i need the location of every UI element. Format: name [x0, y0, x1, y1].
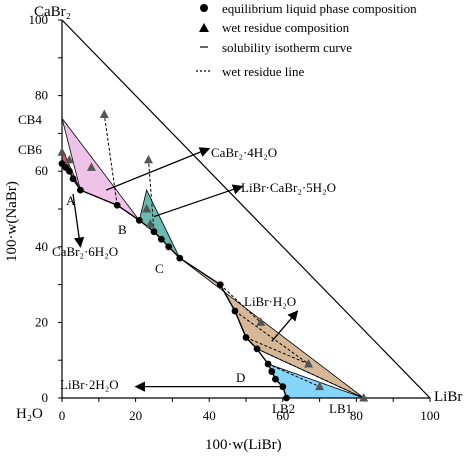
wet-residue-point [64, 154, 74, 164]
arrow-cabr2-6h2o [72, 193, 85, 248]
x-axis-title: 100·w(LiBr) [205, 437, 282, 453]
x-tick-label: 40 [203, 408, 216, 423]
legend-label: wet residue composition [222, 20, 350, 35]
isotherm-line [61, 163, 288, 399]
wet-residue-point [57, 147, 67, 156]
legend: equilibrium liquid phase composition wet… [196, 1, 417, 79]
tick-marks [58, 19, 431, 402]
y-tick-label: 60 [35, 163, 48, 178]
liquid-point [113, 201, 121, 209]
phase-label-libr-cabr2-5h2o: LiBr·CaBr₂·5H₂O [241, 180, 336, 195]
wet-residue-point [99, 109, 109, 118]
wet-residue-point [145, 219, 155, 228]
point-label-a: A [66, 193, 76, 208]
corner-label-bottom-right: LiBr [434, 389, 462, 405]
liquid-point [253, 345, 261, 353]
liquid-point [176, 254, 184, 262]
legend-marker-circle [200, 4, 208, 12]
liquid-point [216, 281, 224, 288]
liquid-point [77, 186, 84, 194]
y-tick-label: 20 [35, 314, 48, 329]
corner-label-top: CaBr₂ [34, 4, 71, 20]
liquid-point [272, 375, 279, 383]
liquid-point [165, 243, 173, 251]
liquid-point [283, 394, 290, 402]
arrow-libr-cabr2-5h2o [153, 184, 244, 218]
point-label-cb6: CB6 [18, 142, 42, 157]
y-tick-label: 40 [35, 239, 48, 254]
point-label-c: C [155, 261, 164, 276]
point-label-lb1: LB1 [329, 401, 352, 416]
wet-residue-point [256, 317, 266, 326]
wet-residue-point [315, 381, 325, 391]
legend-marker-triangle [199, 23, 209, 32]
hypotenuse-line [61, 19, 431, 399]
x-tick-label: 80 [350, 408, 363, 423]
arrow-libr-h2o [271, 310, 299, 342]
wet-residue-point [359, 393, 369, 402]
liquid-point [242, 334, 250, 341]
point-label-b: B [118, 222, 127, 237]
corner-label-bottom-left: H₂O [16, 406, 43, 422]
wet-residue-line [234, 310, 309, 365]
liquid-point [264, 360, 272, 368]
y-axis-title: 100·w(NaBr) [4, 181, 20, 262]
wet-residue-line [219, 284, 262, 323]
legend-label: wet residue line [222, 64, 305, 79]
wet-residue-point [143, 154, 153, 164]
wet-residue-line [103, 114, 118, 206]
liquid-point [69, 175, 77, 183]
solubility-isotherm-curve [61, 163, 288, 399]
wet-residue-point [304, 358, 314, 368]
wet-residue-point [142, 204, 152, 213]
region-libr-h2o [179, 257, 365, 399]
x-tick-label: 0 [59, 408, 66, 423]
x-tick-label: 100 [420, 408, 440, 423]
x-tick-label: 20 [129, 408, 142, 423]
phase-label-cabr2-6h2o: CaBr₂·6H₂O [52, 244, 118, 259]
liquid-point [65, 167, 73, 175]
region-libr-cabr2-5h2o [138, 188, 181, 259]
wet-residue-line [245, 337, 309, 365]
point-label-cb4: CB4 [18, 112, 42, 127]
point-label-lb2: LB2 [272, 401, 295, 416]
liquid-point [150, 228, 158, 236]
liquid-point [231, 307, 239, 315]
data-markers [57, 109, 369, 402]
phase-label-cabr2-4h2o: CaBr₂·4H₂O [211, 145, 277, 160]
phase-label-libr-h2o: LiBr·H₂O [244, 294, 296, 309]
point-label-d: D [236, 370, 245, 385]
wet-residue-line [147, 159, 155, 232]
y-tick-label: 0 [42, 390, 49, 405]
liquid-point [268, 368, 276, 375]
phase-label-libr-2h2o: LiBr·2H₂O [60, 377, 119, 392]
wet-residue-line [267, 363, 320, 388]
wet-residue-point [86, 162, 96, 171]
legend-label: solubility isotherm curve [222, 40, 352, 55]
wet-residue-lines [103, 114, 364, 399]
arrow-cabr2-4h2o [105, 147, 211, 191]
liquid-point [135, 216, 143, 224]
legend-label: equilibrium liquid phase composition [222, 1, 417, 16]
wet-residue-line [256, 348, 364, 399]
liquid-point [157, 235, 165, 243]
x-tick-label: 60 [276, 408, 289, 423]
y-tick-label: 100 [29, 12, 49, 27]
phase-arrows [72, 147, 299, 392]
y-tick-label: 80 [35, 88, 48, 103]
